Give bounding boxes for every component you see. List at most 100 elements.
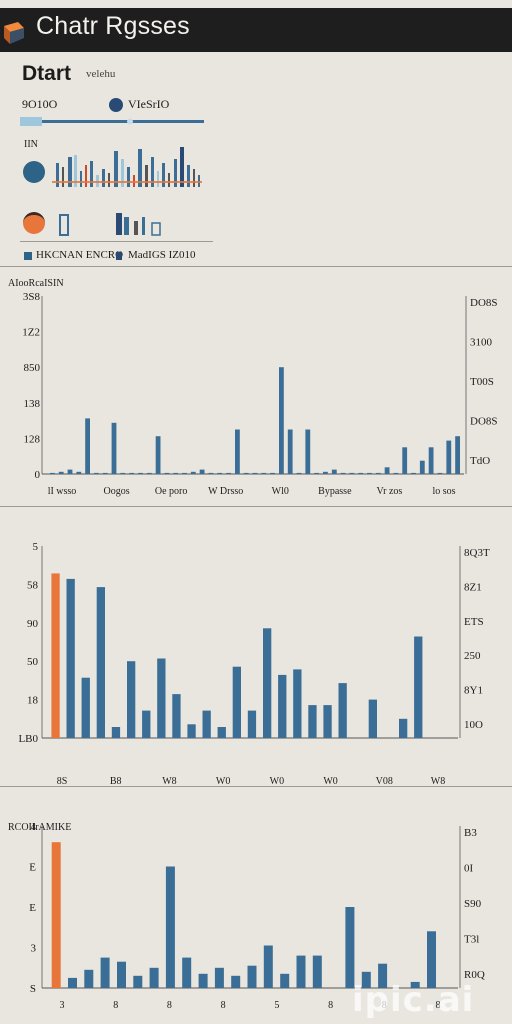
progress-slider[interactable] bbox=[20, 115, 204, 129]
stat-label: 9O10O bbox=[22, 97, 58, 111]
bar bbox=[111, 422, 117, 474]
bar bbox=[146, 472, 152, 474]
bar bbox=[296, 955, 306, 988]
y-tick-left: 138 bbox=[24, 398, 41, 410]
avatar-circle-icon bbox=[23, 161, 45, 183]
bar bbox=[111, 727, 121, 738]
chart-panel-3: RCOIIrAMIKE S 3 E E 4 R0Q T3l S90 0I B3 3 8 8 8 5 8 8 8 bbox=[8, 821, 485, 1011]
watermark: ipic.ai bbox=[352, 980, 475, 1020]
bar bbox=[172, 694, 181, 738]
bar bbox=[165, 866, 175, 988]
y-tick-left: 5 bbox=[33, 541, 39, 553]
bar bbox=[142, 710, 151, 738]
bar bbox=[232, 666, 241, 738]
y-tick-right: T00S bbox=[470, 376, 494, 388]
legend-item-1: HKCNAN ENCRO bbox=[36, 249, 124, 261]
legend-swatch-1 bbox=[24, 252, 32, 260]
bar bbox=[182, 472, 187, 474]
bar bbox=[410, 981, 420, 988]
bar bbox=[252, 472, 258, 474]
chart-panel-1: AIooRcaISIN 0 128 138 850 1Z2 3S8 TdO DO8S T00S 31… bbox=[8, 278, 498, 497]
y-tick-left: E bbox=[29, 902, 36, 914]
bar bbox=[314, 472, 319, 474]
slider-handle bbox=[127, 118, 133, 125]
bar bbox=[384, 467, 390, 474]
logo-cube-icon bbox=[4, 22, 24, 44]
legend-label: VIeSrIO bbox=[128, 97, 170, 111]
x-tick-label: 8 bbox=[382, 1000, 387, 1011]
small-label: IIN bbox=[24, 139, 38, 150]
bar bbox=[182, 957, 192, 988]
app-title: Chatr Rgsses bbox=[36, 12, 190, 40]
bar bbox=[190, 471, 196, 474]
x-tick-label: 8 bbox=[113, 1000, 118, 1011]
y-tick-right: R0Q bbox=[464, 969, 485, 981]
bar bbox=[437, 472, 443, 474]
bar bbox=[402, 447, 408, 474]
y-tick-left: 850 bbox=[24, 362, 41, 374]
bar bbox=[293, 669, 302, 738]
bar bbox=[173, 472, 179, 474]
y-tick-right: 8Q3T bbox=[464, 547, 490, 559]
bar bbox=[129, 472, 135, 474]
bar bbox=[270, 472, 275, 474]
y-tick-right: 3100 bbox=[470, 337, 493, 349]
x-tick-label: W0 bbox=[270, 776, 284, 786]
sparkline-chart bbox=[52, 147, 202, 187]
y-tick-right: B3 bbox=[464, 827, 477, 839]
bar bbox=[349, 472, 355, 474]
bar bbox=[411, 472, 416, 474]
bar bbox=[340, 472, 346, 474]
x-tick-label: W8 bbox=[431, 776, 445, 786]
x-tick-label: lo sos bbox=[432, 486, 455, 497]
x-tick-label: 8 bbox=[221, 1000, 226, 1011]
bar bbox=[187, 724, 196, 738]
y-tick-left: 3S8 bbox=[23, 291, 41, 303]
bar bbox=[231, 975, 241, 988]
x-tick-label: 3 bbox=[60, 1000, 65, 1011]
legend-item-2: MadIGS IZ010 bbox=[128, 249, 196, 261]
bar bbox=[50, 472, 55, 474]
bar bbox=[331, 469, 337, 475]
x-tick-label: W Drsso bbox=[208, 486, 243, 497]
bar bbox=[155, 436, 161, 474]
bar bbox=[235, 429, 240, 474]
bar bbox=[202, 710, 211, 738]
bar bbox=[58, 471, 64, 474]
bar bbox=[278, 674, 287, 738]
x-tick-label: 8 bbox=[328, 1000, 333, 1011]
bar bbox=[287, 429, 293, 474]
section-rule-3 bbox=[0, 786, 512, 787]
bar bbox=[399, 718, 408, 738]
x-tick-label: Bypasse bbox=[318, 486, 352, 497]
y-tick-right: DO8S bbox=[470, 416, 498, 428]
bar bbox=[120, 472, 126, 474]
legend-dot-icon bbox=[109, 98, 123, 112]
bar bbox=[217, 727, 226, 738]
x-tick-label: 8S bbox=[57, 776, 68, 786]
bar bbox=[393, 472, 399, 474]
bar bbox=[323, 471, 328, 474]
bar bbox=[51, 573, 60, 738]
section-rule-1 bbox=[0, 266, 512, 267]
orange-avatar-icon bbox=[23, 212, 45, 234]
bar bbox=[261, 472, 267, 474]
y-tick-left: 1Z2 bbox=[22, 327, 40, 339]
y-tick-left: E bbox=[29, 862, 36, 874]
y-tick-left: 58 bbox=[27, 579, 39, 591]
bar bbox=[100, 957, 110, 988]
bar bbox=[133, 975, 143, 988]
x-tick-label: W0 bbox=[216, 776, 230, 786]
bar bbox=[338, 683, 347, 738]
bar bbox=[428, 447, 434, 474]
page-title: Dtart bbox=[22, 62, 72, 85]
bar bbox=[427, 931, 436, 988]
x-tick-label: Oogos bbox=[104, 486, 130, 497]
bar bbox=[305, 429, 311, 474]
bar bbox=[323, 705, 332, 738]
bar bbox=[263, 628, 272, 738]
bar bbox=[247, 965, 257, 988]
x-tick-label: B8 bbox=[110, 776, 122, 786]
bar bbox=[208, 472, 214, 474]
page-subtitle: velehu bbox=[86, 68, 116, 80]
